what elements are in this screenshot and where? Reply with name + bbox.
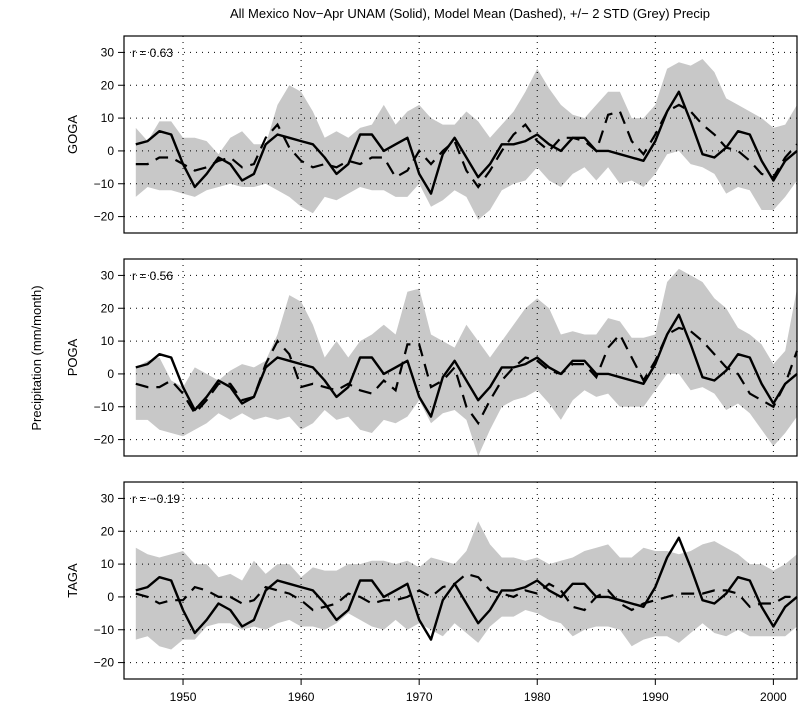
- y-tick-label: 0: [107, 144, 114, 158]
- y-tick-label: 30: [101, 268, 115, 282]
- panel-label: POGA: [65, 338, 80, 376]
- correlation-label: r = 0.63: [132, 46, 173, 60]
- y-tick-label: 30: [101, 45, 115, 59]
- panel-frame: [123, 481, 798, 680]
- y-tick-label: −10: [94, 400, 115, 414]
- panel-label: TAGA: [65, 563, 80, 598]
- chart-title: All Mexico Nov−Apr UNAM (Solid), Model M…: [230, 6, 710, 21]
- panel-poga: −20 −10 0 10 20 30 POGA r = 0.56: [65, 258, 799, 457]
- model-mean-line-taga: [135, 572, 797, 612]
- y-tick-label: 20: [101, 301, 115, 315]
- band-2std-taga: [135, 521, 798, 650]
- model-mean-line-goga: [135, 103, 798, 189]
- panel-frame: [123, 35, 798, 234]
- panels-group: −20 −10 0 10 20 30 GOGA r = 0.63 −20 −10 0 10 20 30 PO…: [65, 35, 799, 680]
- y-tick-label: 20: [101, 524, 115, 538]
- x-tick-label: 1960: [288, 690, 315, 704]
- observed-line-goga: [135, 90, 798, 195]
- panel-label: GOGA: [65, 115, 80, 154]
- correlation-label: r = −0.19: [132, 492, 180, 506]
- x-tick-label: 1980: [524, 690, 551, 704]
- y-tick-label: 10: [101, 111, 115, 125]
- correlation-label: r = 0.56: [132, 269, 173, 283]
- x-tick-label: 1950: [170, 690, 197, 704]
- y-axis-label: Precipitation (mm/month): [29, 285, 44, 430]
- model-mean-line-poga: [135, 326, 799, 426]
- y-tick-label: −10: [94, 623, 115, 637]
- y-tick-label: 30: [101, 491, 115, 505]
- observed-line-taga: [135, 536, 798, 641]
- y-tick-label: 0: [107, 367, 114, 381]
- x-axis: 1950 1960 1970 1980 1990 2000: [170, 679, 787, 704]
- y-tick-label: −10: [94, 177, 115, 191]
- x-tick-label: 1970: [406, 690, 433, 704]
- panel-frame: [123, 258, 798, 457]
- y-tick-label: 10: [101, 334, 115, 348]
- panel-taga: −20 −10 0 10 20 30 TAGA r = −0.19: [65, 481, 798, 680]
- x-tick-label: 2000: [760, 690, 787, 704]
- panel-goga: −20 −10 0 10 20 30 GOGA r = 0.63: [65, 35, 798, 234]
- y-tick-label: −20: [94, 433, 115, 447]
- y-tick-label: −20: [94, 656, 115, 670]
- y-tick-label: −20: [94, 210, 115, 224]
- observed-line-poga: [135, 313, 798, 418]
- y-tick-label: 0: [107, 590, 114, 604]
- y-tick-label: 20: [101, 78, 115, 92]
- band-2std-goga: [135, 59, 798, 220]
- x-tick-label: 1990: [642, 690, 669, 704]
- y-tick-label: 10: [101, 557, 115, 571]
